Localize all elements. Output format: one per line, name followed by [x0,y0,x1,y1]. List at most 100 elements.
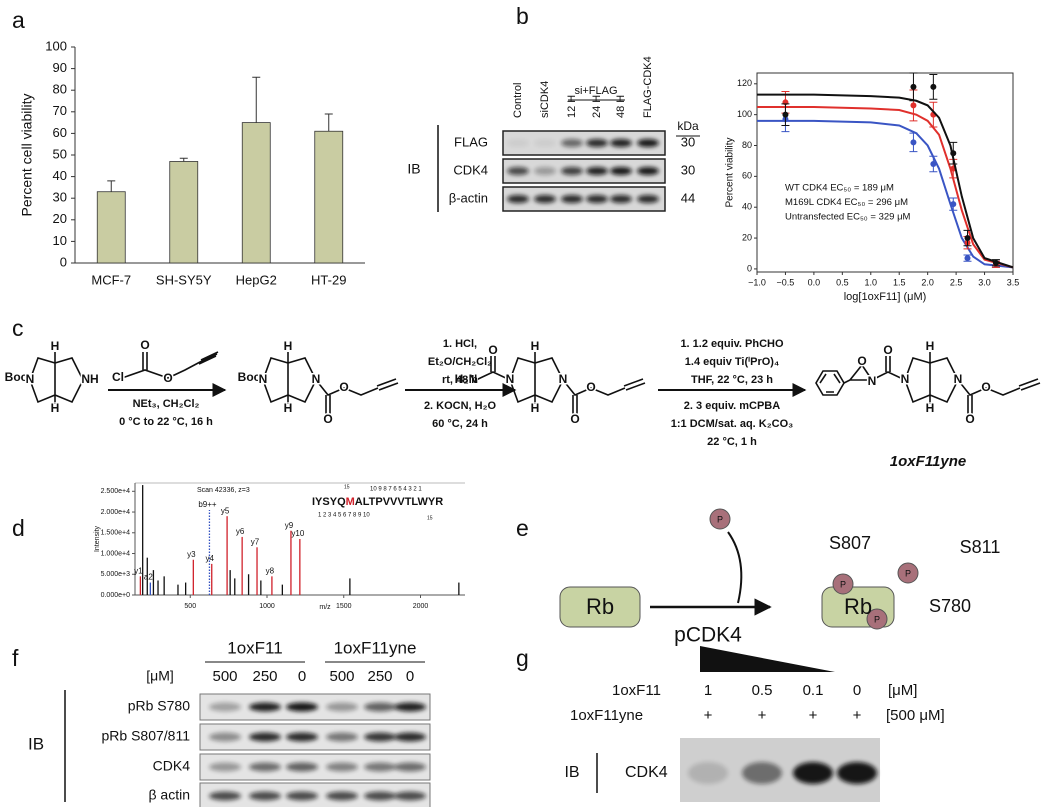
x-tick-label: 3.0 [978,277,991,287]
y-tick-label: 40 [742,202,752,212]
row-label: β-actin [449,190,488,205]
atom-label: O [586,380,595,394]
blot-band [326,732,358,742]
atom-label: O [981,380,990,394]
ib-label: IB [564,764,579,781]
legend-entry: WT CDK4 EC₅₀ = 189 μM [785,183,894,194]
y-tick-label: 2.500e+4 [101,488,130,495]
site-label: S780 [929,596,971,616]
ladder-mark: 15 [427,515,433,521]
atom-label: O [163,371,172,385]
panel-label: g [516,645,529,671]
blot-band [364,762,396,772]
phosphate-label: P [717,514,723,524]
spectrum-title: Scan 42336, z=3 [197,487,250,494]
probe-mark: + [704,707,713,724]
plot-frame [756,72,1014,273]
blot-band [586,195,608,203]
error-bar [252,76,261,123]
dose-label: 250 [252,668,277,685]
reaction-condition: 2. KOCN, H₂O [424,400,497,412]
probe-mark: + [758,707,767,724]
data-point [930,161,937,168]
axis-title: Percent viability [725,137,736,207]
peptide-sequence: IYSYQMALTPVVVTLWYR [312,496,443,508]
fit-curve [757,105,1014,269]
atom-label: H₂N [455,372,478,386]
blot-band [326,702,358,712]
blot-band [249,791,281,801]
x-tick-label: HepG2 [236,272,277,287]
atom-label: N [901,372,910,386]
unit-label: [500 μM] [886,707,945,724]
peak-label: y7 [251,537,260,546]
atom-label: O [323,412,332,426]
panel-label: b [516,3,529,29]
blot-band [637,195,659,203]
blot-band [209,702,241,712]
node-label: Rb [844,594,872,619]
ring-4 [904,351,959,405]
dose-label: 500 [212,668,237,685]
lane-label: Control [512,83,524,118]
atom-label: O [965,412,974,426]
panel-label: e [516,515,529,541]
ring-3 [509,351,564,405]
atom-label: O [883,343,892,357]
x-tick-label: 2000 [413,603,429,610]
reaction-condition: Et₂O/CH₂Cl₂ [428,356,492,368]
blot-band [394,791,426,801]
blot-band [586,167,608,175]
blot-band [507,195,529,203]
atom-label: N [954,372,963,386]
bar [169,161,199,264]
blot-band [394,762,426,772]
kda-value: 30 [681,162,695,177]
reaction-condition: 22 °C, 1 h [707,436,757,448]
y-tick-label: 20 [742,232,752,242]
data-point [992,259,999,266]
carbamate-3 [475,356,646,415]
x-tick-label: HT-29 [311,272,346,287]
y-tick-label: 0.000e+0 [101,592,130,599]
atom-label: O [140,338,149,352]
dose-label: 1 [704,682,712,699]
y-tick-label: 60 [53,125,67,140]
row-header: 1oxF11yne [570,707,643,724]
reaction-condition: THF, 22 °C, 23 h [691,374,773,386]
kda-value: 44 [681,190,695,205]
x-tick-label: 2.5 [950,277,963,287]
ion-ladder: 1 2 3 4 5 6 7 8 9 10 [318,513,370,519]
site-label: S811 [960,537,1001,557]
reaction-condition: 1:1 DCM/sat. aq. K₂CO₃ [671,418,793,430]
x-tick-label: 0.5 [836,277,849,287]
rb-box [559,586,641,628]
y-tick-label: 80 [53,82,67,97]
unit-label: [μM] [888,682,917,699]
reaction-condition: 1. 1.2 equiv. PhCHO [680,338,784,350]
peak-label: y4 [206,554,215,563]
y-tick-label: 1.500e+4 [101,530,130,537]
x-tick-label: 1.0 [865,277,878,287]
y-tick-label: 0 [747,263,752,273]
phosphate-label: P [905,568,911,578]
phosphate [897,562,919,584]
sequence-part: M [346,496,355,508]
atom-label: H [51,339,60,353]
data-point [964,235,971,242]
y-tick-label: 5.000e+3 [101,571,130,578]
y-tick-label: 0 [60,254,67,269]
peak-label: y5 [221,506,230,515]
panel-label: c [12,315,24,341]
bar [96,191,126,264]
blot-band [793,762,833,784]
axis-title: Intensity [94,525,101,552]
peak-label: y8 [266,566,275,575]
atom-label: Cl [112,370,124,384]
blot-band [561,139,583,147]
atom-label: Boc [238,370,261,384]
blot-band [610,195,632,203]
y-tick-label: 40 [53,168,67,183]
atom-label: NH [81,372,98,386]
data-point [910,102,917,109]
